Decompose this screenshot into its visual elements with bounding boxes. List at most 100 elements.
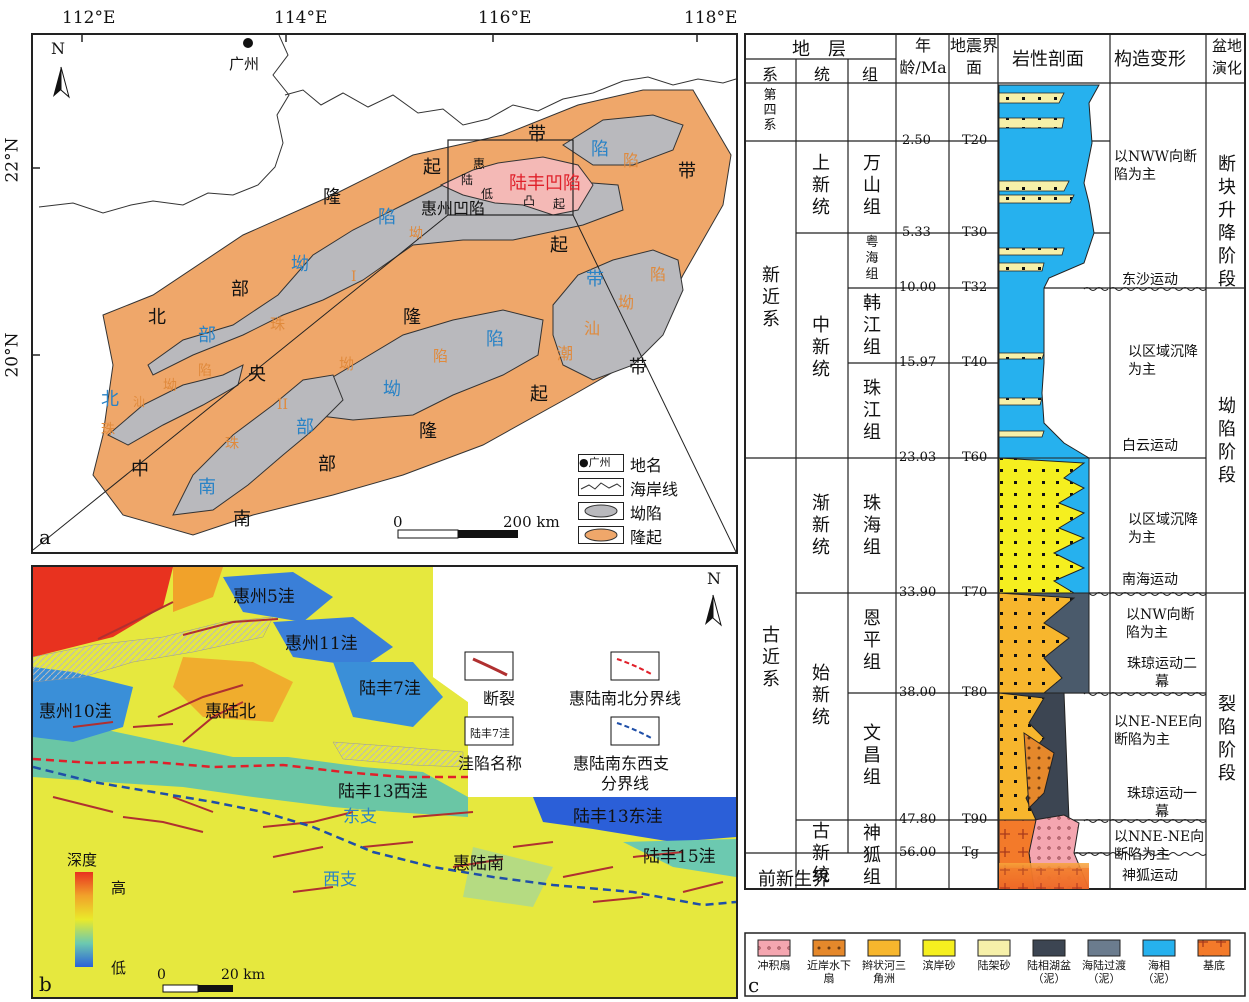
age-label: 5.33 (902, 225, 931, 240)
lat-tick: 22°N (2, 137, 23, 183)
legend-place-label: 地名 (630, 456, 663, 475)
series-paleocene: 古新统 (812, 821, 830, 886)
legend-fault-icon (472, 657, 508, 677)
lon-tick: 116°E (478, 8, 532, 28)
region-label: 部 (296, 417, 314, 438)
region-label: 潮 (557, 344, 574, 363)
region-label: 南 (233, 509, 251, 530)
depth-low: 低 (111, 959, 127, 977)
sag-label: 陆丰13西洼 (338, 782, 428, 802)
region-label: 陷 (378, 207, 396, 228)
formation: 珠海组 (863, 493, 881, 558)
region-label: 北 (148, 307, 166, 328)
region-label: 带 (629, 357, 647, 378)
system-quaternary: 第四系 (763, 88, 777, 133)
region-label: 坳 (618, 293, 635, 312)
depression-central (302, 309, 544, 421)
series-miocene: 中新统 (812, 315, 830, 380)
legend-place-swatch: ●广州 (578, 454, 624, 472)
series-oligocene: 渐新统 (812, 493, 830, 558)
region-label: 汕 (584, 319, 601, 338)
tectonic-event: 东沙运动 (1122, 272, 1178, 288)
series-pliocene: 上新统 (812, 153, 830, 218)
region-label: 惠 (473, 157, 486, 171)
region-label: 隆 (323, 187, 341, 208)
depression-north (107, 364, 244, 446)
region-label-lufeng: 陆丰凹陷 (509, 173, 581, 194)
inset-box (447, 139, 574, 216)
formation: 文昌组 (863, 723, 881, 788)
region-label: I (351, 269, 357, 285)
stratigraphy-svg (744, 33, 1246, 997)
region-label: II (277, 397, 289, 413)
lufeng-sag (439, 156, 594, 216)
region-label: 陷 (623, 151, 640, 170)
region-label: 陷 (650, 265, 667, 284)
formation: 神狐组 (863, 823, 881, 888)
region-label: 南 (198, 477, 216, 498)
city-label: 广州 (229, 55, 260, 73)
tectonic-note: 以NNE-NE向断陷为主 (1114, 829, 1205, 863)
tectonic-note: 以区域沉降为主 (1128, 512, 1198, 546)
sag-label: 惠州11洼 (285, 634, 358, 654)
region-label-huizhou: 惠州凹陷 (421, 199, 486, 218)
horizon-label: T90 (962, 812, 988, 827)
horizon-label: T70 (962, 585, 988, 600)
system-paleogene: 古近系 (762, 625, 780, 690)
tectonic-note: 以NWW向断陷为主 (1114, 149, 1198, 183)
tectonic-note: 以NE-NEE向断陷为主 (1114, 714, 1203, 748)
scale-zero: 0 (393, 513, 403, 531)
tectonic-note: 以NW向断陷为主 (1126, 607, 1195, 641)
legend-boundary-ns-label: 惠陆南北分界线 (569, 689, 682, 708)
legend-boundary-ew-label: 惠陆南东西支 (573, 754, 670, 773)
region-label: 部 (318, 454, 336, 475)
region-label: 珠 (270, 315, 286, 333)
horizon-label: T32 (962, 280, 988, 295)
horizon-label: T30 (962, 225, 988, 240)
region-label: 珠 (101, 422, 115, 438)
panel-letter: b (39, 972, 52, 996)
age-label: 10.00 (899, 280, 937, 295)
legend-uplift-swatch (578, 526, 624, 544)
legend-boundary-ns-icon (616, 658, 654, 676)
region-label: 陷 (433, 347, 449, 365)
lith-legend-label: 陆相湖盆（泥） (1027, 959, 1071, 985)
scale-length: 200 km (503, 513, 560, 531)
region-label: 坳 (163, 378, 177, 394)
region-label: 中 (131, 459, 149, 480)
depth-map-svg (33, 567, 736, 997)
legend-sag-sample: 陆丰7洼 (470, 727, 510, 740)
region-label: 陷 (486, 329, 504, 350)
panel-letter: c (748, 973, 760, 997)
formation: 珠江组 (863, 378, 881, 443)
legend-depression-label: 坳陷 (630, 504, 663, 523)
lith-legend-label: 近岸水下扇 (807, 959, 851, 985)
depression-han (562, 114, 684, 166)
horizon-label: T60 (962, 450, 988, 465)
basin-stage: 裂陷阶段 (1218, 694, 1236, 784)
lith-legend-label: 海相（泥） (1142, 959, 1176, 985)
area-label: 惠陆北 (205, 702, 256, 722)
lith-legend-label: 海陆过渡（泥） (1082, 959, 1126, 985)
region-label: 隆 (419, 421, 437, 442)
stratigraphy-panel-c: 地 层 年龄/Ma 地震界面 岩性剖面 构造变形 盆地演化 系 统 组 第四系 … (744, 33, 1247, 998)
region-label: 凸 (523, 194, 536, 208)
legend-coast-label: 海岸线 (630, 480, 679, 499)
lon-tick: 118°E (684, 8, 738, 28)
formation: 韩江组 (863, 293, 881, 358)
age-label: 15.97 (899, 355, 937, 370)
region-label: 陷 (198, 363, 212, 379)
header-formation: 组 (862, 65, 879, 84)
legend-boundary-ew-label2: 分界线 (601, 774, 650, 793)
region-label: 央 (248, 364, 266, 385)
horizon-label: T80 (962, 685, 988, 700)
legend-fault-label: 断裂 (483, 689, 516, 708)
tectonic-event: 珠琼运动二幕 (1127, 656, 1197, 690)
depth-high: 高 (111, 879, 127, 897)
region-label: 起 (553, 197, 566, 211)
series-eocene: 始新统 (812, 663, 830, 728)
tectonic-event: 南海运动 (1122, 572, 1178, 588)
region-label: 北 (101, 389, 119, 410)
header-tectonics: 构造变形 (1114, 49, 1186, 70)
panel-letter: a (39, 525, 51, 549)
